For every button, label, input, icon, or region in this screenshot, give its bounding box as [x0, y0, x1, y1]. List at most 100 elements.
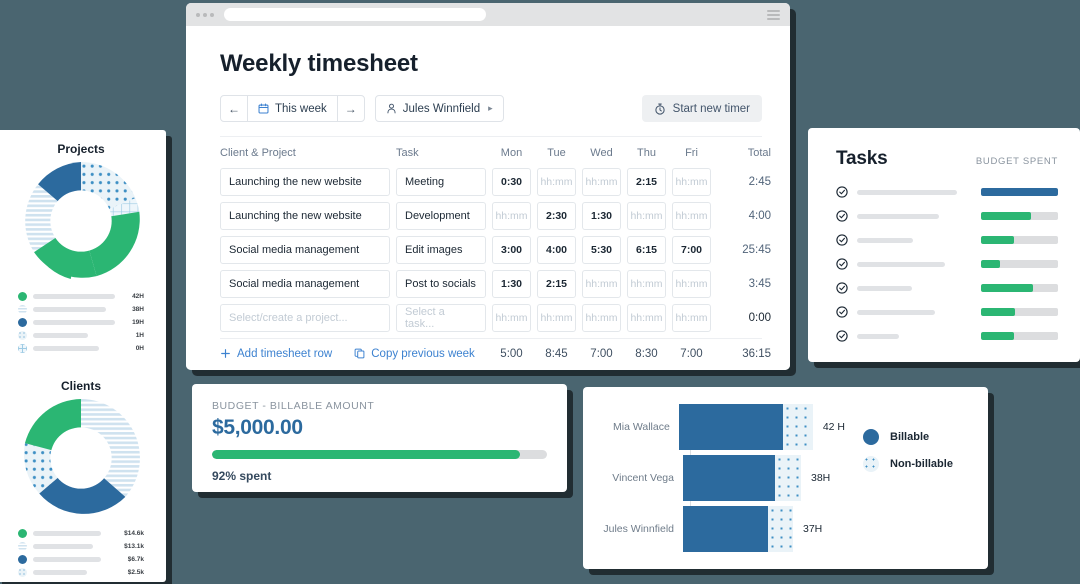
time-input-mon[interactable]: 0:30	[492, 168, 531, 196]
legend-value: $6.7k	[127, 556, 144, 563]
column-header-mon: Mon	[500, 147, 523, 159]
bar-chart-row: Vincent Vega 38H	[583, 454, 845, 501]
time-input-wed[interactable]: 1:30	[582, 202, 621, 230]
chart-legend: Billable Non-billable	[845, 401, 953, 555]
task-name-placeholder	[857, 333, 899, 339]
next-week-button[interactable]: →	[344, 101, 357, 116]
bar-segment-billable	[678, 403, 783, 450]
task-input[interactable]: Post to socials	[396, 270, 486, 298]
time-input-wed[interactable]: 5:30	[582, 236, 621, 264]
check-circle-icon[interactable]	[836, 234, 848, 246]
this-week-button[interactable]: This week	[248, 96, 337, 121]
new-task-input[interactable]: Select a task...	[396, 304, 486, 332]
time-input-fri[interactable]: hh:mm	[672, 270, 711, 298]
budget-panel: BUDGET - BILLABLE AMOUNT $5,000.00 92% s…	[192, 384, 567, 492]
check-circle-icon[interactable]	[836, 330, 848, 342]
budget-meter	[981, 332, 1058, 340]
table-row: Social media management Post to socials …	[220, 267, 771, 301]
time-input-fri[interactable]: hh:mm	[672, 202, 711, 230]
row-total: 3:45	[748, 278, 771, 290]
budget-meter-fill	[981, 212, 1032, 220]
check-circle-icon[interactable]	[836, 282, 848, 294]
budget-progress-fill	[212, 450, 521, 459]
legend-bar	[33, 570, 87, 575]
time-input-mon[interactable]: hh:mm	[492, 304, 531, 332]
bar-value-label: 38H	[811, 471, 831, 484]
time-input-tue[interactable]: 2:15	[537, 270, 576, 298]
column-header-task: Task	[396, 147, 419, 159]
day-total-tue: 8:45	[545, 347, 568, 360]
time-input-thu[interactable]: 2:15	[627, 168, 666, 196]
day-total-fri: 7:00	[680, 347, 703, 360]
budget-meter	[981, 284, 1058, 292]
list-item[interactable]	[808, 228, 1080, 252]
list-item[interactable]	[808, 300, 1080, 324]
time-input-fri[interactable]: hh:mm	[672, 168, 711, 196]
stacked-bar	[683, 454, 801, 501]
tasks-panel: Tasks BUDGET SPENT	[808, 128, 1080, 362]
time-input-tue[interactable]: hh:mm	[537, 168, 576, 196]
window-dots-icon	[196, 12, 214, 17]
time-input-fri[interactable]: 7:00	[672, 236, 711, 264]
check-circle-icon[interactable]	[836, 210, 848, 222]
project-input[interactable]: Social media management	[220, 270, 390, 298]
time-input-wed[interactable]: hh:mm	[582, 270, 621, 298]
user-selector[interactable]: Jules Winnfield ▸	[374, 95, 504, 122]
bar-chart-row: Mia Wallace 42 H	[583, 403, 845, 450]
table-row: Social media management Edit images 3:00…	[220, 233, 771, 267]
time-input-mon[interactable]: 3:00	[492, 236, 531, 264]
legend-bar	[33, 333, 88, 338]
list-item[interactable]	[808, 324, 1080, 348]
legend-value: 1H	[135, 332, 144, 339]
legend-item: $2.5k	[18, 566, 144, 579]
bar-value-label: 37H	[803, 523, 823, 536]
tasks-title: Tasks	[836, 148, 888, 169]
projects-legend: 42H 38H 19H 1H	[10, 290, 152, 355]
time-input-thu[interactable]: hh:mm	[627, 202, 666, 230]
time-input-mon[interactable]: hh:mm	[492, 202, 531, 230]
hamburger-icon[interactable]	[767, 9, 780, 20]
start-new-timer-button[interactable]: Start new timer	[641, 95, 762, 122]
time-input-tue[interactable]: 2:30	[537, 202, 576, 230]
task-input[interactable]: Meeting	[396, 168, 486, 196]
time-input-tue[interactable]: hh:mm	[537, 304, 576, 332]
check-circle-icon[interactable]	[836, 306, 848, 318]
list-item[interactable]	[808, 204, 1080, 228]
add-timesheet-row-button[interactable]: Add timesheet row	[220, 348, 332, 360]
week-selector: ← This week →	[220, 95, 365, 122]
previous-week-button[interactable]: ←	[228, 101, 240, 116]
time-input-tue[interactable]: 4:00	[537, 236, 576, 264]
time-input-wed[interactable]: hh:mm	[582, 304, 621, 332]
project-input[interactable]: Launching the new website	[220, 202, 390, 230]
list-item[interactable]	[808, 252, 1080, 276]
bar-segment-nonbillable	[768, 506, 793, 553]
legend-value: $14.6k	[124, 530, 144, 537]
column-header-total: Total	[747, 147, 771, 159]
project-input[interactable]: Social media management	[220, 236, 390, 264]
time-input-thu[interactable]: hh:mm	[627, 304, 666, 332]
check-circle-icon[interactable]	[836, 186, 848, 198]
new-project-input[interactable]: Select/create a project...	[220, 304, 390, 332]
legend-item: $14.6k	[18, 527, 144, 540]
copy-previous-week-button[interactable]: Copy previous week	[354, 348, 475, 360]
time-input-thu[interactable]: hh:mm	[627, 270, 666, 298]
address-bar[interactable]	[224, 8, 486, 21]
check-circle-icon[interactable]	[836, 258, 848, 270]
grand-total: 36:15	[742, 347, 771, 360]
time-input-thu[interactable]: 6:15	[627, 236, 666, 264]
task-input[interactable]: Development	[396, 202, 486, 230]
task-input[interactable]: Edit images	[396, 236, 486, 264]
legend-bar	[33, 346, 99, 351]
add-timesheet-row-label: Add timesheet row	[237, 347, 333, 360]
time-input-wed[interactable]: hh:mm	[582, 168, 621, 196]
budget-label: BUDGET - BILLABLE AMOUNT	[212, 400, 375, 412]
list-item[interactable]	[808, 180, 1080, 204]
project-input[interactable]: Launching the new website	[220, 168, 390, 196]
time-input-fri[interactable]: hh:mm	[672, 304, 711, 332]
budget-meter-fill	[981, 284, 1034, 292]
stopwatch-icon	[655, 103, 665, 115]
list-item[interactable]	[808, 276, 1080, 300]
time-input-mon[interactable]: 1:30	[492, 270, 531, 298]
legend-item: 42H	[18, 290, 144, 303]
clients-legend: $14.6k $13.1k $6.7k $2.5k	[10, 527, 152, 579]
